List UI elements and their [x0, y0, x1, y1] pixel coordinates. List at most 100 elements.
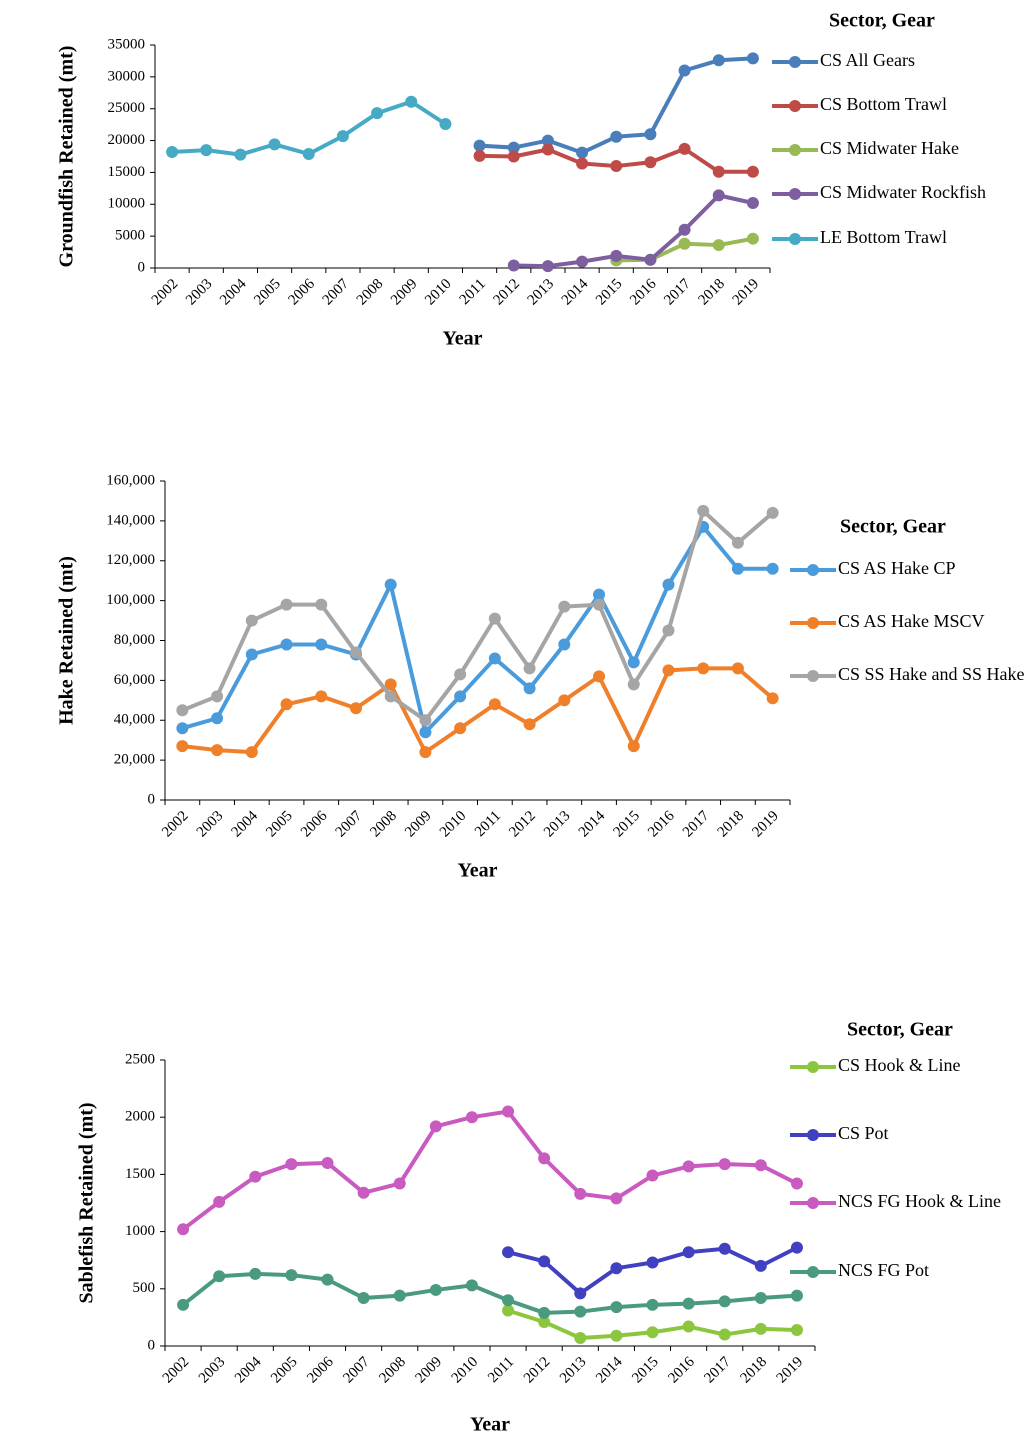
data-point — [712, 239, 725, 252]
y-tick-label: 60,000 — [114, 672, 155, 688]
data-point — [576, 157, 589, 170]
x-tick-label: 2019 — [730, 276, 763, 309]
data-point — [419, 714, 432, 727]
x-tick-label: 2003 — [194, 808, 227, 841]
data-point — [644, 128, 657, 141]
data-point — [678, 237, 691, 250]
legend-marker — [807, 1266, 819, 1278]
data-point — [754, 1259, 767, 1272]
y-axis-title: Sablefish Retained (mt) — [76, 1102, 98, 1303]
x-tick-label: 2015 — [629, 1354, 662, 1387]
y-tick-label: 140,000 — [106, 512, 155, 528]
x-tick-label: 2017 — [701, 1354, 734, 1387]
legend-label: NCS FG Hook & Line — [838, 1191, 1001, 1211]
data-point — [790, 1241, 803, 1254]
data-point — [384, 678, 397, 691]
x-tick-label: 2015 — [593, 276, 626, 309]
x-tick-label: 2014 — [559, 276, 592, 309]
data-point — [682, 1297, 695, 1310]
legend-marker — [789, 188, 801, 200]
data-point — [718, 1295, 731, 1308]
data-point — [746, 52, 759, 65]
data-point — [731, 562, 744, 575]
data-point — [754, 1291, 767, 1304]
y-tick-label: 35000 — [108, 36, 146, 52]
x-tick-label: 2005 — [268, 1354, 301, 1387]
data-point — [610, 160, 623, 173]
data-point — [523, 718, 536, 731]
data-point — [357, 1186, 370, 1199]
data-point — [285, 1158, 298, 1171]
data-point — [644, 253, 657, 266]
data-point — [610, 249, 623, 262]
data-point — [166, 146, 179, 159]
y-tick-label: 160,000 — [106, 472, 155, 488]
series-line — [181, 1109, 798, 1231]
data-point — [213, 1195, 226, 1208]
x-tick-label: 2008 — [376, 1354, 409, 1387]
data-point — [541, 260, 554, 273]
y-tick-label: 120,000 — [106, 552, 155, 568]
data-point — [211, 744, 224, 757]
y-axis-title: Groundfish Retained (mt) — [56, 46, 78, 268]
data-point — [429, 1283, 442, 1296]
x-tick-label: 2007 — [340, 1354, 373, 1387]
x-tick-label: 2006 — [285, 276, 318, 309]
data-point — [541, 134, 554, 147]
legend-label: CS AS Hake MSCV — [838, 611, 985, 631]
x-tick-label: 2009 — [388, 276, 421, 309]
x-axis-title: Year — [443, 328, 483, 350]
data-point — [502, 1246, 515, 1259]
data-point — [682, 1160, 695, 1173]
data-point — [507, 150, 520, 163]
data-point — [502, 1294, 515, 1307]
legend-label: CS Midwater Hake — [820, 138, 959, 158]
data-point — [405, 95, 418, 108]
x-tick-label: 2011 — [472, 808, 504, 840]
data-point — [746, 197, 759, 210]
x-tick-label: 2011 — [485, 1354, 517, 1386]
data-point — [746, 232, 759, 245]
x-tick-label: 2016 — [665, 1354, 698, 1387]
series-line — [181, 524, 773, 735]
legend-label: CS Bottom Trawl — [820, 94, 947, 114]
x-tick-label: 2016 — [645, 808, 678, 841]
data-point — [245, 614, 258, 627]
data-point — [280, 598, 293, 611]
x-tick-label: 2006 — [298, 808, 331, 841]
data-point — [678, 64, 691, 77]
data-point — [473, 139, 486, 152]
data-point — [697, 662, 710, 675]
data-point — [268, 138, 281, 151]
x-tick-label: 2010 — [437, 808, 470, 841]
data-point — [646, 1169, 659, 1182]
legend-label: LE Bottom Trawl — [820, 227, 947, 247]
x-tick-label: 2005 — [251, 276, 284, 309]
y-tick-label: 0 — [148, 1337, 156, 1353]
x-tick-label: 2010 — [449, 1354, 482, 1387]
data-point — [646, 1326, 659, 1339]
data-point — [574, 1305, 587, 1318]
data-point — [393, 1289, 406, 1302]
data-point — [790, 1323, 803, 1336]
y-tick-label: 1000 — [125, 1223, 155, 1239]
legend-marker — [789, 100, 801, 112]
data-point — [429, 1120, 442, 1133]
x-tick-label: 2003 — [196, 1354, 229, 1387]
data-point — [766, 562, 779, 575]
y-tick-label: 25000 — [108, 100, 146, 116]
legend-marker — [807, 564, 819, 576]
data-point — [541, 143, 554, 156]
data-point — [502, 1105, 515, 1118]
data-point — [754, 1159, 767, 1172]
x-tick-label: 2017 — [680, 808, 713, 841]
data-point — [488, 698, 501, 711]
legend-marker — [807, 1061, 819, 1073]
x-tick-label: 2007 — [333, 808, 366, 841]
x-tick-label: 2011 — [457, 276, 489, 308]
x-tick-label: 2012 — [506, 808, 539, 841]
data-point — [336, 130, 349, 143]
legend-marker — [789, 233, 801, 245]
data-point — [315, 690, 328, 703]
data-point — [439, 118, 452, 131]
